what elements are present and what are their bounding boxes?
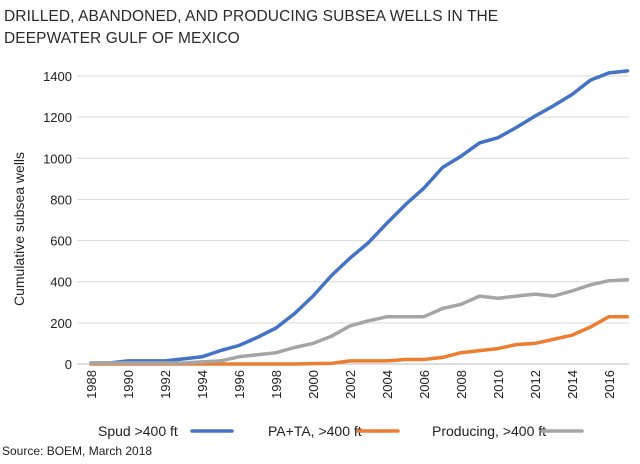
x-tick-label-2008: 2008 — [454, 370, 469, 399]
x-tick-label-2006: 2006 — [417, 370, 432, 399]
x-tick-label-1992: 1992 — [158, 370, 173, 399]
y-tick-label-1200: 1200 — [43, 110, 72, 125]
x-tick-label-2014: 2014 — [565, 370, 580, 399]
series-lines — [89, 69, 630, 366]
y-axis-label: Cumulative subsea wells — [11, 152, 27, 306]
y-tick-label-1400: 1400 — [43, 69, 72, 84]
gridlines — [77, 75, 629, 324]
y-tick-label-200: 200 — [50, 316, 72, 331]
source-note: Source: BOEM, March 2018 — [2, 444, 153, 458]
y-tick-label-0: 0 — [65, 357, 72, 372]
x-tick-label-2016: 2016 — [602, 370, 617, 399]
x-tick-label-1988: 1988 — [84, 370, 99, 399]
y-tick-label-1000: 1000 — [43, 151, 72, 166]
y-axis-ticks: 0 200 400 600 800 1000 1200 1400 — [43, 69, 72, 372]
x-tick-label-2004: 2004 — [380, 370, 395, 399]
x-axis-ticks: 1988 1990 1992 1994 1996 1998 2000 2002 2004 2006… — [84, 370, 617, 399]
x-tick-label-1990: 1990 — [121, 370, 136, 399]
x-tick-label-1994: 1994 — [195, 370, 210, 399]
y-tick-label-800: 800 — [50, 192, 72, 207]
legend-label-1: Spud >400 ft — [98, 423, 178, 439]
x-tick-label-2012: 2012 — [528, 370, 543, 399]
y-tick-label-600: 600 — [50, 234, 72, 249]
x-tick-label-1998: 1998 — [269, 370, 284, 399]
legend-label-2: PA+TA, >400 ft — [268, 423, 362, 439]
y-tick-label-400: 400 — [50, 275, 72, 290]
chart-title: DRILLED, ABANDONED, AND PRODUCING SUBSEA… — [4, 6, 604, 50]
x-tick-label-1996: 1996 — [232, 370, 247, 399]
legend-label-3: Producing, >400 ft — [432, 423, 546, 439]
x-tick-label-2010: 2010 — [491, 370, 506, 399]
x-tick-label-2000: 2000 — [306, 370, 321, 399]
x-tick-label-2002: 2002 — [343, 370, 358, 399]
chart-title-line-2: DEEPWATER GULF OF MEXICO — [4, 30, 240, 47]
series-line-3 — [89, 277, 630, 365]
series-line-1 — [89, 69, 630, 365]
chart-title-line-1: DRILLED, ABANDONED, AND PRODUCING SUBSEA… — [4, 8, 499, 25]
legend: Spud >400 ft PA+TA, >400 ft Producing, >40… — [98, 423, 584, 439]
